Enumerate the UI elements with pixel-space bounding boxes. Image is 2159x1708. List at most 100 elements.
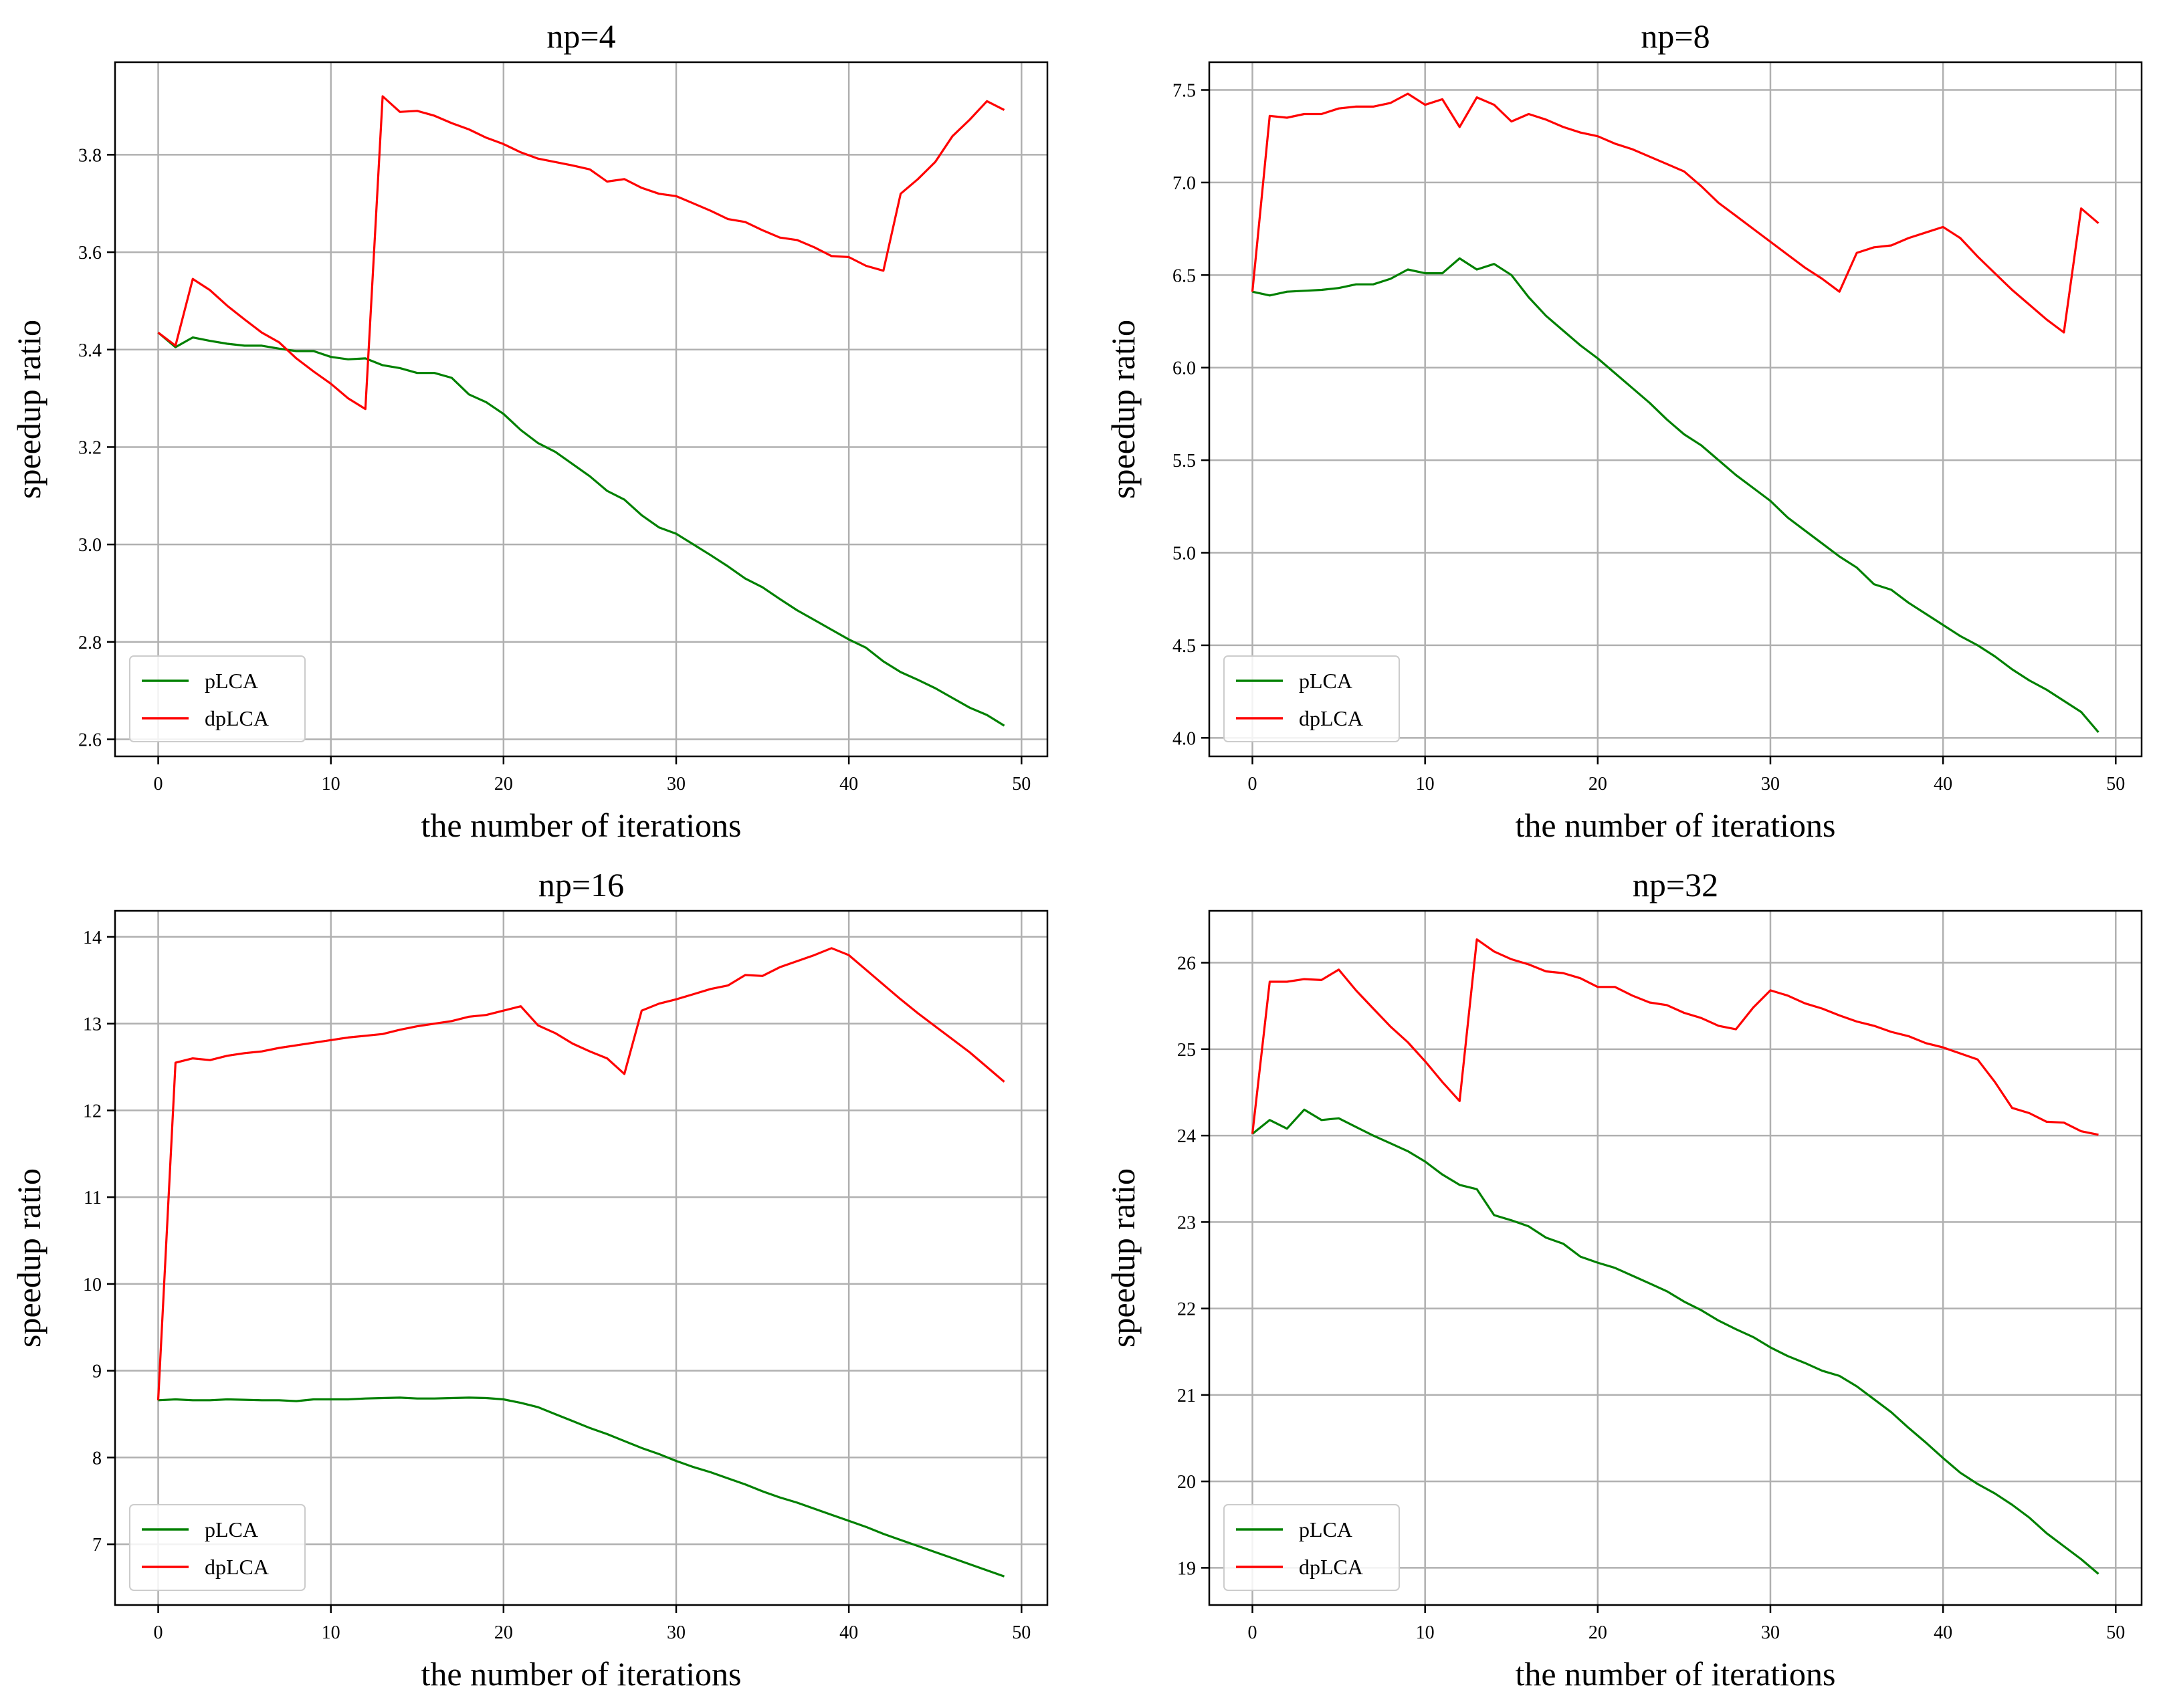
y-tick-label: 4.0 <box>1172 728 1196 749</box>
series-line-plca <box>1251 1108 2099 1575</box>
x-tick-label: 20 <box>1588 1622 1607 1643</box>
y-tick-label: 23 <box>1177 1212 1196 1233</box>
x-axis-label: the number of iterations <box>421 1655 741 1693</box>
x-tick-label: 20 <box>1588 774 1607 794</box>
series-line-plca <box>1252 257 2099 734</box>
series-line-dplca <box>1251 938 2099 1136</box>
y-tick-label: 7.0 <box>1172 173 1196 194</box>
legend: pLCA dpLCA <box>1223 655 1400 742</box>
plot-frame <box>1208 61 2143 758</box>
x-tick-label: 30 <box>1761 774 1780 794</box>
plot-frame <box>1208 910 2143 1606</box>
y-axis-label: speedup ratio <box>10 1168 47 1348</box>
y-tick-label: 14 <box>83 928 102 948</box>
x-tick-label: 30 <box>667 774 686 794</box>
legend-box <box>129 1504 306 1591</box>
chart-title: np=32 <box>1633 866 1718 903</box>
x-tick-label: 10 <box>1416 1622 1435 1643</box>
y-tick-label: 25 <box>1177 1040 1196 1061</box>
y-tick-label: 2.8 <box>78 633 102 653</box>
legend-box <box>1223 655 1400 742</box>
y-tick-label: 12 <box>83 1101 102 1122</box>
x-tick-label: 40 <box>839 774 858 794</box>
y-tick-label: 7 <box>92 1535 102 1556</box>
y-tick-label: 7.5 <box>1172 81 1196 102</box>
chart-panel-3: 0 10 20 30 40 50 7 8 9 10 11 12 13 14 np=16 the number … <box>10 866 1049 1693</box>
y-axis-label: speedup ratio <box>1104 1168 1142 1348</box>
legend-label-dplca: dpLCA <box>205 1555 269 1579</box>
y-tick-label: 6.0 <box>1172 358 1196 379</box>
x-tick-label: 50 <box>2106 774 2125 794</box>
legend: pLCA dpLCA <box>129 1504 306 1591</box>
legend-label-dplca: dpLCA <box>1299 1555 1363 1579</box>
x-tick-label: 0 <box>1248 1622 1257 1643</box>
chart-panel-4: 0 10 20 30 40 50 19 20 21 22 23 24 25 26 np=32 the numb… <box>1104 866 2143 1693</box>
plot-frame <box>114 61 1049 758</box>
legend-label-plca: pLCA <box>1299 669 1352 693</box>
x-tick-label: 50 <box>2106 1622 2125 1643</box>
legend-label-plca: pLCA <box>1299 1517 1352 1541</box>
series-line-plca <box>157 332 1005 727</box>
y-tick-label: 20 <box>1177 1472 1196 1493</box>
x-tick-label: 40 <box>839 1622 858 1643</box>
y-axis-label: speedup ratio <box>10 320 47 499</box>
y-tick-label: 10 <box>83 1275 102 1295</box>
y-tick-label: 13 <box>83 1015 102 1035</box>
x-axis-label: the number of iterations <box>1515 1655 1835 1693</box>
legend: pLCA dpLCA <box>1223 1504 1400 1591</box>
x-tick-label: 50 <box>1012 1622 1031 1643</box>
legend-label-plca: pLCA <box>205 669 258 693</box>
x-tick-label: 10 <box>322 1622 340 1643</box>
y-tick-label: 9 <box>92 1362 102 1382</box>
series-line-dplca <box>1251 92 2099 334</box>
y-tick-label: 21 <box>1177 1386 1196 1406</box>
y-tick-label: 2.6 <box>78 730 102 751</box>
chart-title: np=8 <box>1641 17 1710 55</box>
plot-frame <box>114 910 1049 1606</box>
x-tick-label: 10 <box>1416 774 1435 794</box>
x-axis-label: the number of iterations <box>1515 807 1835 844</box>
x-tick-label: 30 <box>667 1622 686 1643</box>
y-tick-label: 3.0 <box>78 535 102 556</box>
y-tick-label: 24 <box>1177 1126 1196 1147</box>
series-line-plca <box>158 1396 1005 1578</box>
x-axis-label: the number of iterations <box>421 807 741 844</box>
y-tick-label: 26 <box>1177 954 1196 974</box>
legend-box <box>129 655 306 742</box>
y-tick-label: 3.4 <box>78 340 102 361</box>
x-tick-label: 20 <box>494 774 513 794</box>
series-line-dplca <box>157 95 1005 411</box>
x-tick-label: 0 <box>154 1622 163 1643</box>
y-tick-label: 22 <box>1177 1299 1196 1320</box>
chart-panel-1: 0 10 20 30 40 50 2.6 2.8 3.0 3.2 3.4 3.6 3.8 np=4 the … <box>10 17 1049 844</box>
x-tick-label: 10 <box>322 774 340 794</box>
y-tick-label: 4.5 <box>1172 636 1196 657</box>
chart-panel-2: 0 10 20 30 40 50 4.0 4.5 5.0 5.5 6.0 6.5 7.0 7.5 np=8 t… <box>1104 17 2143 844</box>
legend-label-plca: pLCA <box>205 1517 258 1541</box>
x-tick-label: 0 <box>154 774 163 794</box>
legend-label-dplca: dpLCA <box>205 706 269 730</box>
legend: pLCA dpLCA <box>129 655 306 742</box>
y-tick-label: 19 <box>1177 1558 1196 1579</box>
y-tick-label: 3.8 <box>78 145 102 166</box>
chart-title: np=16 <box>538 866 624 903</box>
series-line-dplca <box>157 947 1005 1400</box>
y-axis-label: speedup ratio <box>1104 320 1142 499</box>
y-tick-label: 11 <box>84 1188 102 1208</box>
legend-label-dplca: dpLCA <box>1299 706 1363 730</box>
x-tick-label: 50 <box>1012 774 1031 794</box>
x-tick-label: 30 <box>1761 1622 1780 1643</box>
x-tick-label: 40 <box>1934 1622 1952 1643</box>
y-tick-label: 3.6 <box>78 243 102 263</box>
y-tick-label: 3.2 <box>78 437 102 458</box>
x-tick-label: 20 <box>494 1622 513 1643</box>
y-tick-label: 5.5 <box>1172 451 1196 471</box>
legend-box <box>1223 1504 1400 1591</box>
y-tick-label: 8 <box>92 1448 102 1469</box>
y-tick-label: 5.0 <box>1172 544 1196 564</box>
y-tick-label: 6.5 <box>1172 265 1196 286</box>
x-tick-label: 40 <box>1934 774 1952 794</box>
chart-title: np=4 <box>546 17 615 55</box>
